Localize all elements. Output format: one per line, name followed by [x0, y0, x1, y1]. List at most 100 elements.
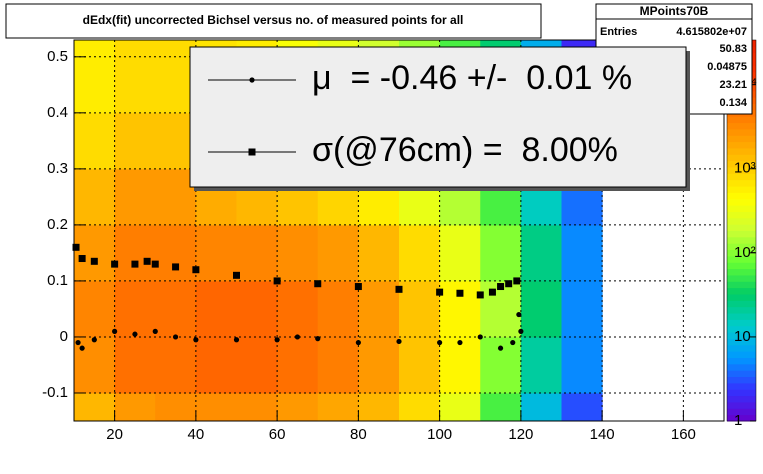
- marker: [192, 266, 200, 274]
- heat-cell: [277, 280, 319, 338]
- legend: μ = -0.46 +/- 0.01 % σ(@76cm) = 8.00%: [189, 46, 690, 191]
- colorbar-band: [727, 357, 756, 365]
- z-tick-label: 1: [734, 412, 742, 429]
- y-tick-label: 0.3: [47, 160, 68, 177]
- marker: [273, 277, 281, 285]
- marker: [355, 339, 361, 346]
- z-tick-label: 10²: [734, 244, 756, 261]
- colorbar-band: [727, 382, 756, 390]
- heat-cell: [561, 336, 603, 394]
- marker: [395, 285, 403, 293]
- x-tick-label: 60: [269, 426, 286, 443]
- colorbar-band: [727, 401, 756, 409]
- colorbar-band: [727, 306, 756, 314]
- stats-value: 23.21: [719, 79, 747, 91]
- heat-cell: [480, 224, 522, 282]
- heat-cell: [399, 392, 441, 422]
- colorbar-band: [727, 363, 756, 371]
- stats-value: 4.615802e+07: [676, 26, 747, 38]
- heat-cell: [74, 168, 116, 226]
- marker: [111, 260, 119, 268]
- heat-cell: [195, 336, 237, 394]
- heat-cell: [520, 392, 562, 422]
- heat-cell: [277, 224, 319, 282]
- colorbar-band: [727, 319, 756, 327]
- marker: [152, 328, 158, 334]
- marker: [151, 260, 159, 268]
- colorbar-band: [727, 370, 756, 378]
- heat-cell: [277, 336, 319, 394]
- heat-cell: [74, 40, 116, 114]
- heat-cell: [114, 112, 156, 170]
- x-tick-label: 20: [106, 426, 123, 443]
- marker: [510, 339, 516, 346]
- marker: [172, 334, 179, 340]
- heat-cell: [358, 280, 400, 338]
- marker: [314, 280, 322, 288]
- marker: [315, 336, 321, 342]
- marker: [248, 148, 256, 156]
- marker: [436, 288, 444, 296]
- marker: [172, 263, 180, 271]
- heat-cell: [561, 392, 603, 422]
- colorbar-band: [727, 230, 756, 238]
- marker: [488, 288, 496, 296]
- colorbar-band: [727, 224, 756, 231]
- marker: [294, 334, 301, 340]
- marker: [477, 334, 483, 340]
- heat-cell: [317, 392, 359, 422]
- colorbar-band: [727, 243, 756, 251]
- heat-cell: [439, 224, 481, 282]
- heat-cell: [195, 280, 237, 338]
- colorbar-band: [727, 179, 756, 187]
- marker: [72, 243, 80, 251]
- x-tick-label: 140: [590, 426, 615, 443]
- colorbar-band: [727, 135, 756, 143]
- heat-cell: [561, 224, 603, 282]
- marker: [497, 345, 504, 351]
- heat-cell: [358, 224, 400, 282]
- colorbar-band: [727, 274, 756, 282]
- legend-box: [189, 46, 687, 188]
- marker: [437, 339, 443, 346]
- heat-cell: [195, 392, 237, 422]
- colorbar-band: [727, 325, 756, 333]
- colorbar-band: [727, 389, 756, 397]
- colorbar-band: [727, 414, 756, 422]
- x-tick-label: 120: [508, 426, 533, 443]
- colorbar-band: [727, 344, 756, 352]
- marker: [112, 328, 118, 334]
- heat-cell: [155, 224, 197, 282]
- heat-cell: [277, 392, 319, 422]
- heat-cell: [439, 392, 481, 422]
- colorbar-band: [727, 255, 756, 263]
- marker: [233, 271, 240, 279]
- heat-cell: [317, 224, 359, 282]
- marker: [513, 277, 521, 285]
- colorbar-band: [727, 313, 756, 320]
- marker: [249, 77, 255, 83]
- heat-cell: [114, 280, 156, 338]
- heat-cell: [236, 392, 278, 422]
- colorbar-band: [727, 338, 756, 346]
- marker: [476, 291, 484, 299]
- colorbar-band: [727, 147, 756, 155]
- y-tick-label: 0: [60, 328, 68, 345]
- heat-cell: [114, 336, 156, 394]
- colorbar-band: [727, 351, 756, 358]
- heat-cell: [236, 280, 278, 338]
- colorbar-band: [727, 154, 756, 162]
- heat-cell: [439, 280, 481, 338]
- colorbar-band: [727, 395, 756, 403]
- marker: [516, 311, 522, 318]
- colorbar-band: [727, 332, 756, 339]
- marker: [90, 257, 98, 265]
- heat-cell: [520, 280, 562, 338]
- y-tick-label: -0.1: [42, 384, 68, 401]
- y-tick-label: 0.5: [47, 48, 68, 65]
- marker: [132, 331, 138, 337]
- colorbar-band: [727, 173, 756, 181]
- colorbar-band: [727, 198, 756, 206]
- heat-cell: [74, 224, 116, 282]
